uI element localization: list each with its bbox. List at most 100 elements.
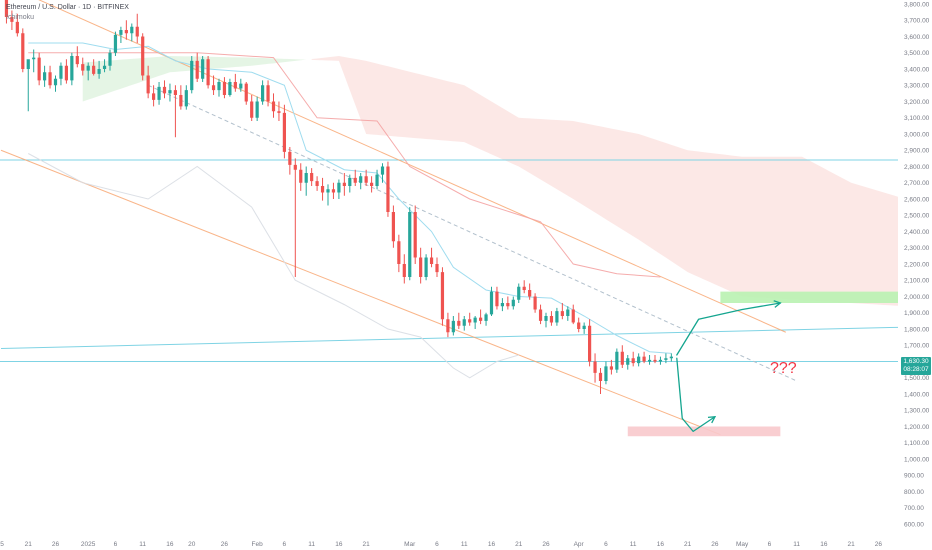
candle-body xyxy=(560,311,564,316)
indicator-label: Ichimoku xyxy=(6,14,35,21)
time-axis-label: 21 xyxy=(515,541,523,548)
price-axis-label: 1,500.00 xyxy=(904,375,930,382)
candle-body xyxy=(179,95,183,107)
candle-body xyxy=(113,34,118,53)
candle-body xyxy=(26,59,30,69)
candle-body xyxy=(391,212,395,242)
time-axis-label: 21 xyxy=(848,541,856,548)
price-axis-label: 2,800.00 xyxy=(904,164,930,171)
candle-body xyxy=(577,322,581,329)
price-axis-label: 3,500.00 xyxy=(904,50,930,57)
candle-body xyxy=(141,36,145,76)
candle-body xyxy=(446,319,450,333)
candle-body xyxy=(261,85,265,102)
time-axis-label: 2025 xyxy=(81,541,96,548)
time-axis-label: 11 xyxy=(139,541,146,548)
time-axis-label: 26 xyxy=(221,541,229,548)
candle-body xyxy=(468,319,472,323)
ichimoku-cloud-1 xyxy=(311,56,898,306)
candle-body xyxy=(620,351,624,365)
candle-body xyxy=(549,316,554,323)
candle-body xyxy=(555,311,559,323)
candle-body xyxy=(473,317,477,323)
candle-body xyxy=(653,359,657,362)
candle-body xyxy=(64,65,68,81)
candle-body xyxy=(157,86,161,100)
candle-body xyxy=(92,65,96,74)
last-price-countdown: 08:28:07 xyxy=(903,366,929,373)
candle-body xyxy=(408,212,412,277)
candle-body xyxy=(86,65,90,71)
candle-body xyxy=(43,72,47,81)
time-axis-label: 21 xyxy=(362,541,370,548)
candle-body xyxy=(124,30,128,34)
candle-body xyxy=(4,0,9,17)
candle-body xyxy=(500,303,504,307)
candle-body xyxy=(588,325,592,362)
time-axis-label: 16 xyxy=(166,541,174,548)
plot-layer xyxy=(0,0,898,437)
candle-body xyxy=(544,316,548,321)
candle-body xyxy=(402,264,406,277)
price-axis-label: 1,200.00 xyxy=(904,424,930,431)
candle-body xyxy=(135,26,139,37)
candle-body xyxy=(429,257,434,264)
candle-body xyxy=(435,264,439,273)
candle-body xyxy=(375,174,379,186)
candle-body xyxy=(566,309,570,316)
symbol-title: Ethereum / U.S. Dollar · 1D · BITFINEX xyxy=(6,4,129,11)
candle-body xyxy=(282,112,286,152)
time-axis-label: 11 xyxy=(308,541,315,548)
time-axis-label: 21 xyxy=(684,541,692,548)
candle-body xyxy=(495,291,499,307)
time-axis-label: 6 xyxy=(114,541,118,548)
sloped-level xyxy=(0,326,898,349)
price-axis-label: 700.00 xyxy=(904,505,924,512)
time-axis-label: 11 xyxy=(461,541,468,548)
lagging-span-line xyxy=(28,153,519,379)
candle-body xyxy=(102,65,107,69)
candle-body xyxy=(342,182,346,186)
candle-body xyxy=(206,59,210,86)
candle-body xyxy=(97,69,101,74)
candle-body xyxy=(484,314,488,321)
candle-body xyxy=(419,257,423,277)
price-axis-label: 2,400.00 xyxy=(904,229,930,236)
candle-body xyxy=(59,65,63,79)
time-axis-label: 6 xyxy=(768,541,772,548)
time-axis-label: 5 xyxy=(0,541,4,548)
price-axis-label: 2,900.00 xyxy=(904,148,930,155)
candle-body xyxy=(222,82,227,95)
candle-body xyxy=(320,186,325,193)
last-price-tag: 1,630.30 08:28:07 xyxy=(901,357,931,375)
candle-body xyxy=(190,60,194,91)
time-axis-label: Mar xyxy=(404,541,416,548)
candle-body xyxy=(266,85,270,102)
candle-body xyxy=(364,176,368,183)
time-axis-label: 21 xyxy=(25,541,33,548)
candle-body xyxy=(370,182,374,186)
candle-body xyxy=(81,64,85,71)
candle-body xyxy=(146,75,150,94)
kijun-line xyxy=(28,52,661,278)
candle-body xyxy=(250,101,254,118)
candle-body xyxy=(15,21,19,34)
price-axis-label: 1,400.00 xyxy=(904,391,930,398)
candle-body xyxy=(119,30,123,35)
candle-body xyxy=(451,320,455,333)
candle-body xyxy=(233,82,237,89)
time-axis-label: 26 xyxy=(52,541,60,548)
price-axis-label: 900.00 xyxy=(904,473,924,480)
price-axis-label: 1,000.00 xyxy=(904,456,930,463)
candle-body xyxy=(571,309,575,323)
candle-body xyxy=(359,176,363,183)
candle-body xyxy=(70,56,74,81)
price-axis-label: 1,100.00 xyxy=(904,440,930,447)
candle-body xyxy=(37,57,41,81)
time-axis-label: 16 xyxy=(657,541,665,548)
candle-body xyxy=(440,272,445,320)
candle-body xyxy=(386,166,390,212)
candle-body xyxy=(489,291,494,315)
